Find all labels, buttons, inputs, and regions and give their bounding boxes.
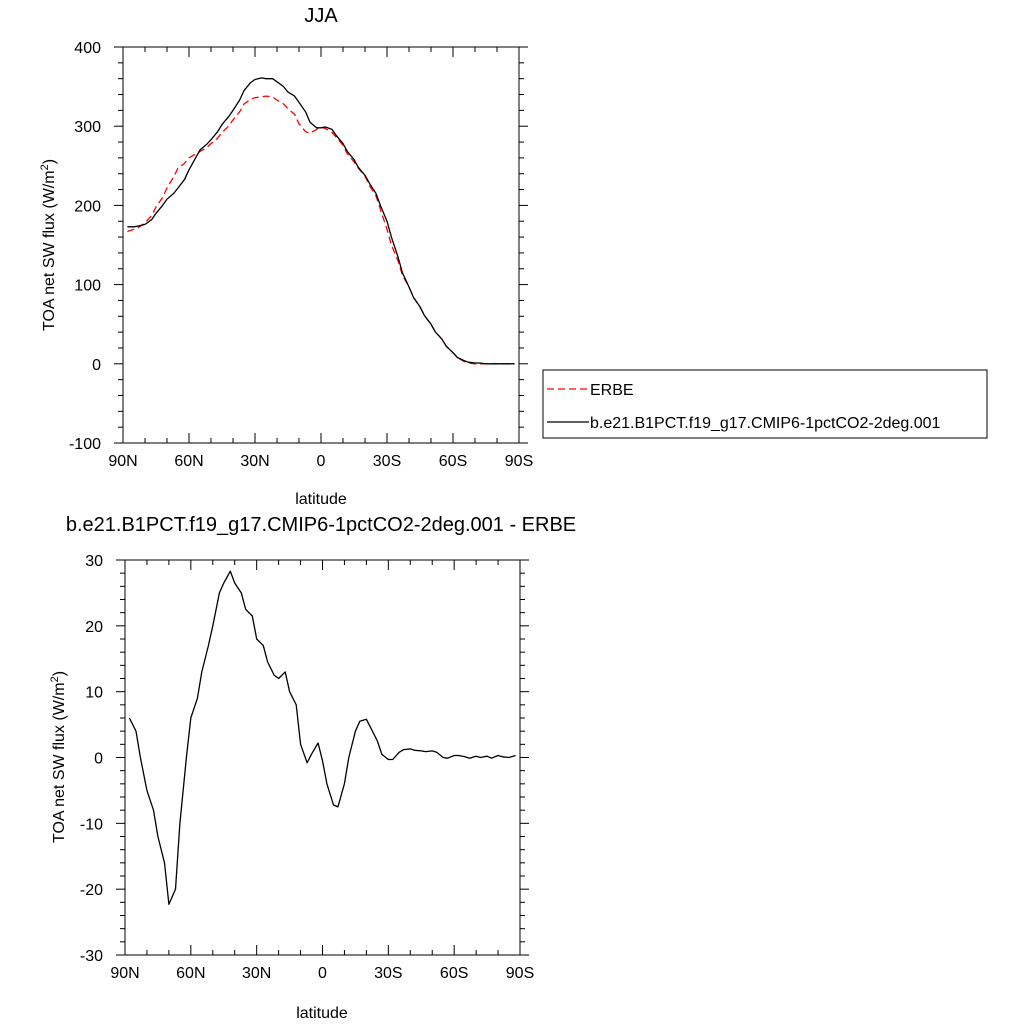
chart-top-x-tick-label: 90N: [108, 453, 137, 470]
chart-top-y-axis-label: TOA net SW flux (W/m2): [39, 159, 58, 331]
chart-bottom-series: [128, 570, 516, 905]
chart-bottom-ticks: [116, 559, 529, 956]
chart-top-series-line-model: [127, 77, 515, 365]
chart-top-x-tick-label: 30N: [240, 453, 269, 470]
chart-bottom-y-tick-labels: -30 -20 -10 0 10 20 30: [80, 553, 103, 965]
chart-top-legend: ERBE b.e21.B1PCT.f19_g17.CMIP6-1pctCO2-2…: [542, 369, 988, 439]
chart-bottom-x-tick-label: 60N: [176, 965, 205, 982]
chart-top-ticks: [114, 46, 528, 444]
chart-top-y-tick-label: 100: [74, 278, 101, 295]
chart-bottom: b.e21.B1PCT.f19_g17.CMIP6-1pctCO2-2deg.0…: [49, 514, 576, 1022]
chart-bottom-y-axis-label: TOA net SW flux (W/m2): [49, 671, 68, 843]
chart-top-x-tick-label: 60N: [174, 453, 203, 470]
chart-top-x-tick-labels: 90N 60N 30N 0 30S 60S 90S: [108, 453, 533, 470]
chart-top-y-axis-label-close: ): [41, 159, 58, 164]
legend-box: [542, 369, 988, 439]
chart-bottom-x-tick-label: 60S: [440, 965, 468, 982]
legend-model-label: b.e21.B1PCT.f19_g17.CMIP6-1pctCO2-2deg.0…: [590, 415, 941, 432]
chart-bottom-x-tick-label: 0: [318, 965, 327, 982]
chart-bottom-y-tick-label: -10: [80, 816, 103, 833]
chart-bottom-y-axis-label-main: TOA net SW flux (W/m: [51, 682, 68, 843]
chart-bottom-y-axis-label-close: ): [51, 671, 68, 676]
chart-bottom-plot-frame: [124, 559, 521, 956]
chart-bottom-series-line-model: [128, 570, 516, 905]
chart-top-title: JJA: [304, 5, 338, 27]
chart-bottom-x-tick-label: 30S: [374, 965, 402, 982]
chart-top-y-tick-labels: -100 0 100 200 300 400: [69, 40, 101, 453]
chart-bottom-y-tick-label: -30: [80, 948, 103, 965]
chart-bottom-x-tick-labels: 90N 60N 30N 0 30S 60S 90S: [110, 965, 534, 982]
legend-erbe-label: ERBE: [590, 382, 634, 399]
chart-bottom-x-tick-label: 30N: [242, 965, 271, 982]
chart-bottom-y-axis-label-superscript: 2: [49, 676, 61, 682]
chart-top-y-axis-label-main: TOA net SW flux (W/m: [41, 170, 58, 331]
chart-top-series: [127, 77, 515, 365]
chart-top-y-tick-label: 300: [74, 119, 101, 136]
chart-bottom-y-tick-label: 20: [85, 619, 103, 636]
chart-bottom-x-tick-label: 90S: [506, 965, 534, 982]
chart-top-x-tick-label: 30S: [373, 453, 401, 470]
chart-bottom-y-tick-label: 30: [85, 553, 103, 570]
chart-top-y-tick-label: -100: [69, 436, 101, 453]
chart-top-series-line-erbe: [127, 95, 515, 365]
chart-bottom-y-tick-label: -20: [80, 882, 103, 899]
chart-top-x-tick-label: 90S: [505, 453, 533, 470]
chart-bottom-x-axis-label: latitude: [296, 1005, 348, 1022]
chart-top-x-tick-label: 0: [317, 453, 326, 470]
chart-bottom-y-tick-label: 0: [94, 751, 103, 768]
chart-top-plot-frame: [122, 46, 520, 444]
chart-bottom-title: b.e21.B1PCT.f19_g17.CMIP6-1pctCO2-2deg.0…: [66, 514, 576, 536]
chart-top-y-tick-label: 200: [74, 198, 101, 215]
chart-top-x-axis-label: latitude: [295, 491, 347, 508]
chart-top-x-tick-label: 60S: [439, 453, 467, 470]
chart-top-y-tick-label: 0: [92, 357, 101, 374]
chart-bottom-x-tick-label: 90N: [110, 965, 139, 982]
chart-bottom-y-tick-label: 10: [85, 685, 103, 702]
chart-top-y-axis-label-superscript: 2: [39, 164, 51, 170]
chart-top-y-tick-label: 400: [74, 40, 101, 57]
